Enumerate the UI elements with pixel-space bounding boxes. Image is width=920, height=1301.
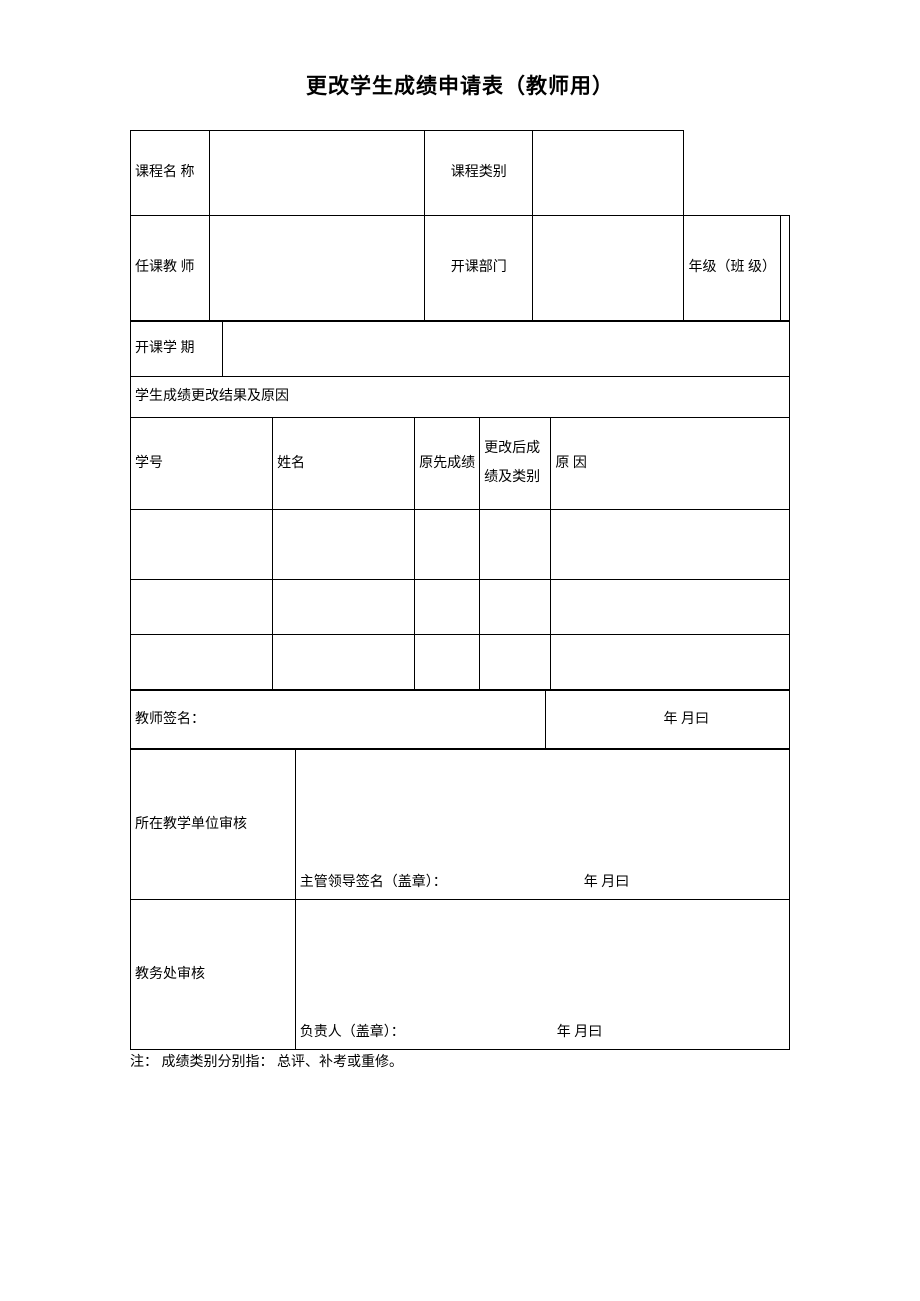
cell-reason[interactable]	[551, 580, 790, 635]
col-reason: 原 因	[551, 418, 790, 510]
label-semester: 开课学 期	[131, 322, 223, 377]
unit-audit-table: 所在教学单位审核 主管领导签名（盖章）： 年 月曰 教务处审核 负责人（盖章）：…	[130, 749, 790, 1050]
cell-orig-grade[interactable]	[415, 510, 480, 580]
label-instructor: 任课教 师	[131, 216, 210, 321]
label-course-name: 课程名 称	[131, 131, 210, 216]
semester-table: 开课学 期	[130, 321, 790, 377]
cell-student-name[interactable]	[273, 580, 415, 635]
label-grade-class: 年级（班 级）	[684, 216, 781, 321]
cell-student-name[interactable]	[273, 635, 415, 690]
field-instructor[interactable]	[210, 216, 425, 321]
office-audit-area[interactable]: 负责人（盖章）： 年 月曰	[295, 900, 789, 1050]
table-row	[131, 580, 790, 635]
label-course-type: 课程类别	[425, 131, 533, 216]
cell-new-grade[interactable]	[480, 510, 551, 580]
field-course-type[interactable]	[533, 131, 684, 216]
col-new-grade: 更改后成绩及类别	[480, 418, 551, 510]
field-dept[interactable]	[533, 216, 684, 321]
teacher-signature-table: 教师签名： 年 月曰	[130, 690, 790, 749]
cell-student-id[interactable]	[131, 580, 273, 635]
cell-student-id[interactable]	[131, 635, 273, 690]
officer-sig-date: 年 月曰	[557, 1025, 603, 1040]
cell-reason[interactable]	[551, 635, 790, 690]
cell-new-grade[interactable]	[480, 635, 551, 690]
cell-orig-grade[interactable]	[415, 635, 480, 690]
teacher-signature-label: 教师签名：	[131, 691, 546, 749]
footnote: 注： 成绩类别分别指： 总评、补考或重修。	[130, 1052, 790, 1073]
unit-audit-area[interactable]: 主管领导签名（盖章）： 年 月曰	[295, 750, 789, 900]
office-audit-label: 教务处审核	[131, 900, 296, 1050]
field-course-name[interactable]	[210, 131, 425, 216]
cell-student-name[interactable]	[273, 510, 415, 580]
cell-orig-grade[interactable]	[415, 580, 480, 635]
teacher-signature-date: 年 月曰	[546, 691, 790, 749]
table-row	[131, 510, 790, 580]
col-student-id: 学号	[131, 418, 273, 510]
col-orig-grade: 原先成绩	[415, 418, 480, 510]
section-heading-table: 学生成绩更改结果及原因	[130, 377, 790, 418]
label-dept: 开课部门	[425, 216, 533, 321]
col-student-name: 姓名	[273, 418, 415, 510]
field-semester[interactable]	[223, 322, 790, 377]
section-heading: 学生成绩更改结果及原因	[131, 377, 790, 417]
leader-sig-label: 主管领导签名（盖章）：	[300, 875, 447, 890]
grade-change-form-table: 课程名 称 课程类别 任课教 师 开课部门 年级（班 级）	[130, 130, 790, 321]
page-title: 更改学生成绩申请表（教师用）	[130, 70, 790, 100]
field-grade-class[interactable]	[780, 216, 789, 321]
table-row	[131, 635, 790, 690]
cell-new-grade[interactable]	[480, 580, 551, 635]
cell-reason[interactable]	[551, 510, 790, 580]
students-table: 学号 姓名 原先成绩 更改后成绩及类别 原 因	[130, 418, 790, 691]
leader-sig-date: 年 月曰	[584, 875, 630, 890]
officer-sig-label: 负责人（盖章）：	[300, 1025, 405, 1040]
unit-audit-label: 所在教学单位审核	[131, 750, 296, 900]
cell-student-id[interactable]	[131, 510, 273, 580]
